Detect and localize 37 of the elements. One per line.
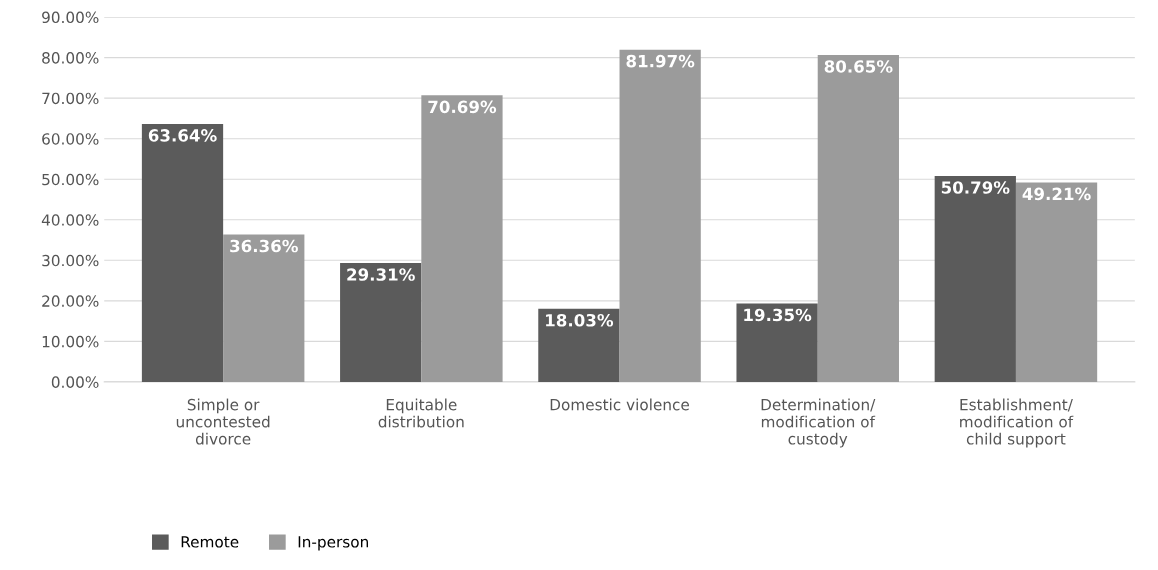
bar [817, 55, 899, 382]
data-label: 80.65% [824, 60, 893, 73]
bar [934, 176, 1016, 382]
x-tick-label: Equitable distribution [378, 398, 464, 428]
y-tick-label: 50.00% [42, 173, 99, 186]
y-tick-label: 60.00% [42, 133, 99, 145]
data-label: 50.79% [941, 181, 1010, 194]
data-label: 49.21% [1022, 187, 1091, 201]
y-tick-label: 40.00% [41, 214, 99, 226]
data-label: 63.64% [148, 129, 217, 142]
data-label: 19.35% [744, 308, 812, 322]
data-label: 18.03% [546, 313, 614, 327]
legend-label: Remote [181, 536, 239, 548]
bar [141, 123, 224, 382]
bar [340, 263, 422, 382]
y-tick-label: 70.00% [42, 92, 99, 105]
x-tick-label: Determination/ modification of custody [761, 398, 876, 448]
x-tick-label: Simple or uncontested divorce [176, 398, 270, 445]
data-label: 70.69% [428, 100, 497, 114]
legend-label: In-person [298, 536, 368, 551]
bar [223, 234, 305, 382]
y-tick-label: 0.00% [51, 376, 99, 388]
y-tick-label: 10.00% [42, 335, 99, 348]
y-tick-label: 20.00% [42, 295, 99, 307]
bar [421, 95, 503, 382]
y-tick-label: 80.00% [42, 52, 99, 64]
y-tick-label: 30.00% [42, 254, 99, 267]
data-label: 81.97% [626, 54, 695, 68]
data-label: 36.36% [230, 239, 298, 253]
bar [619, 49, 701, 382]
x-tick-label: Domestic violence [550, 398, 690, 411]
bar [538, 308, 620, 382]
y-tick-label: 90.00% [42, 11, 99, 24]
x-tick-label: Establishment/ modification of child support [960, 398, 1074, 448]
data-label: 29.31% [347, 268, 415, 281]
bar [1015, 182, 1098, 382]
bar [736, 303, 818, 382]
